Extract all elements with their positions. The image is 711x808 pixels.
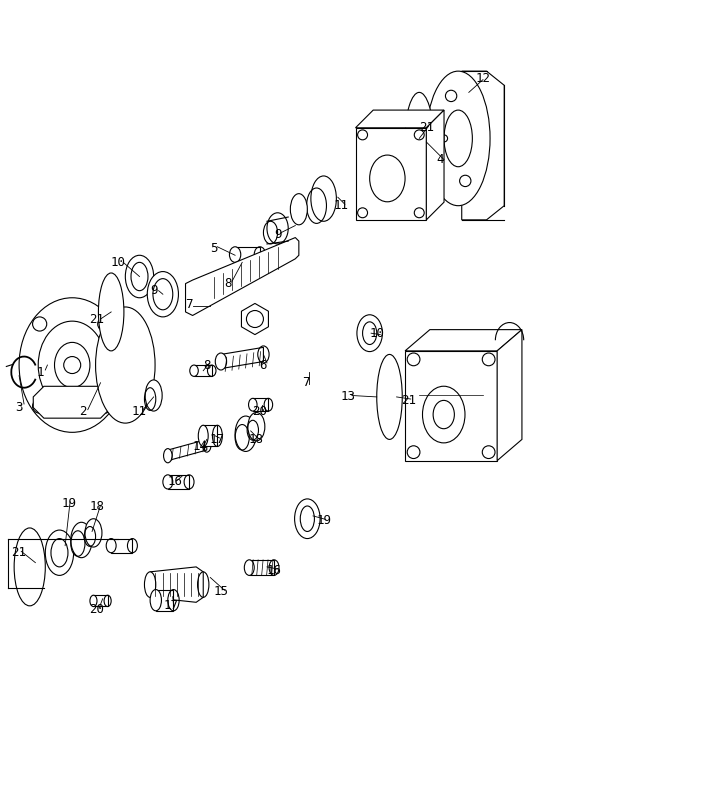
Text: 21: 21 (401, 394, 416, 407)
Text: 3: 3 (16, 401, 23, 414)
Polygon shape (221, 347, 264, 368)
Ellipse shape (55, 343, 90, 388)
Polygon shape (33, 386, 111, 419)
Ellipse shape (85, 519, 102, 547)
Polygon shape (497, 330, 522, 461)
Polygon shape (427, 110, 444, 220)
Text: 18: 18 (90, 500, 105, 513)
Ellipse shape (46, 530, 74, 575)
Text: 9: 9 (150, 284, 157, 297)
Ellipse shape (98, 273, 124, 351)
Text: 20: 20 (252, 405, 267, 418)
Ellipse shape (230, 246, 241, 263)
Ellipse shape (163, 475, 173, 489)
Text: 16: 16 (167, 475, 183, 488)
Bar (93, 595, 107, 606)
Text: 16: 16 (267, 564, 282, 577)
Text: 20: 20 (90, 603, 105, 616)
Ellipse shape (145, 380, 162, 411)
Bar (111, 539, 132, 553)
Polygon shape (242, 304, 269, 335)
Ellipse shape (294, 499, 320, 539)
Ellipse shape (144, 572, 156, 597)
Bar (156, 590, 173, 611)
Ellipse shape (405, 92, 434, 184)
Text: 6: 6 (260, 359, 267, 372)
Text: 13: 13 (341, 390, 356, 403)
Ellipse shape (267, 213, 288, 244)
Polygon shape (150, 567, 203, 602)
Text: 17: 17 (164, 600, 179, 612)
Text: 21: 21 (90, 313, 105, 326)
Text: 7: 7 (186, 298, 193, 311)
Ellipse shape (71, 522, 92, 558)
Text: 21: 21 (11, 546, 26, 559)
Ellipse shape (198, 425, 208, 447)
Text: 8: 8 (224, 277, 232, 290)
Text: 1: 1 (36, 366, 44, 379)
Text: 17: 17 (210, 433, 225, 446)
Ellipse shape (147, 271, 178, 317)
Text: 19: 19 (61, 497, 76, 510)
Text: 14: 14 (192, 440, 207, 453)
Polygon shape (405, 351, 497, 461)
Text: 2: 2 (79, 405, 87, 418)
Polygon shape (405, 330, 522, 351)
Text: 10: 10 (369, 326, 384, 339)
Ellipse shape (90, 595, 97, 607)
Ellipse shape (311, 176, 336, 221)
Text: 7: 7 (302, 377, 310, 389)
Ellipse shape (164, 448, 172, 463)
Text: 9: 9 (274, 228, 282, 241)
Polygon shape (461, 71, 504, 220)
Text: 11: 11 (132, 405, 147, 418)
Bar (168, 475, 189, 489)
Text: 19: 19 (316, 515, 331, 528)
Text: 8: 8 (203, 359, 210, 372)
Ellipse shape (249, 398, 257, 411)
Ellipse shape (19, 298, 125, 432)
Ellipse shape (377, 355, 402, 440)
Ellipse shape (106, 539, 116, 553)
Bar (194, 365, 212, 376)
Text: 4: 4 (437, 154, 444, 166)
Polygon shape (356, 128, 427, 220)
Ellipse shape (248, 413, 265, 441)
Text: 10: 10 (111, 256, 126, 269)
Bar (203, 425, 218, 447)
Ellipse shape (245, 560, 255, 575)
Ellipse shape (215, 353, 227, 370)
Ellipse shape (95, 307, 155, 423)
Polygon shape (186, 238, 299, 315)
Text: 15: 15 (213, 585, 228, 598)
Polygon shape (168, 440, 207, 461)
Ellipse shape (357, 315, 383, 351)
Ellipse shape (190, 365, 198, 377)
Ellipse shape (14, 528, 46, 606)
Text: 21: 21 (419, 121, 434, 134)
Ellipse shape (150, 590, 161, 611)
Bar (253, 398, 268, 411)
Text: 11: 11 (334, 200, 349, 213)
Text: 5: 5 (210, 242, 218, 255)
Ellipse shape (125, 255, 154, 298)
Ellipse shape (290, 194, 307, 225)
Bar (235, 246, 260, 263)
Polygon shape (356, 110, 444, 128)
Text: 18: 18 (249, 433, 264, 446)
Text: 12: 12 (476, 72, 491, 85)
Bar (250, 560, 274, 575)
Ellipse shape (235, 416, 257, 452)
Ellipse shape (427, 71, 490, 206)
